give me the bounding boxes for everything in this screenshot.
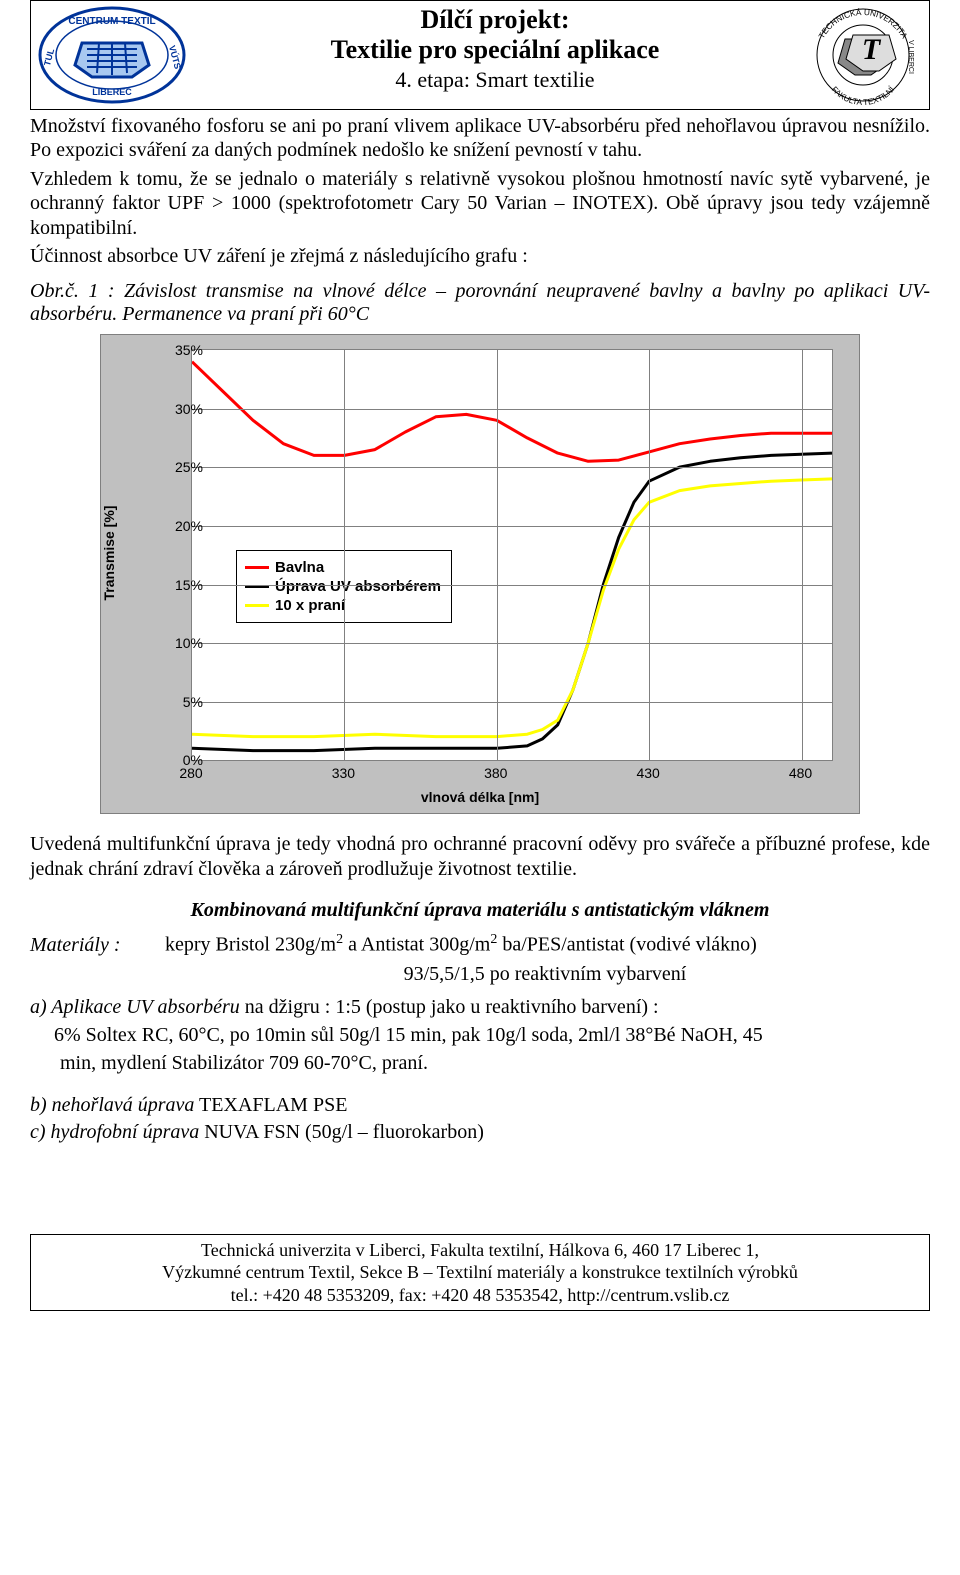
list-item-b: b) nehořlavá úprava TEXAFLAM PSE <box>30 1094 930 1117</box>
ytick-label: 20% <box>163 518 203 534</box>
figure-caption: Obr.č. 1 : Závislost transmise na vlnové… <box>30 280 930 326</box>
gridline-v <box>649 350 650 760</box>
svg-text:VÚTS: VÚTS <box>167 44 184 70</box>
item-a-rest: na džigru : 1:5 (postup jako u reaktivní… <box>240 996 659 1018</box>
gridline-h <box>192 526 832 527</box>
logo-right: TECHNICKÁ UNIVERZITA FAKULTA TEXTILNÍ V … <box>797 1 929 109</box>
xtick-label: 430 <box>636 765 659 781</box>
ytick-label: 10% <box>163 635 203 651</box>
xtick-label: 330 <box>332 765 355 781</box>
gridline-h <box>192 467 832 468</box>
ytick-label: 30% <box>163 401 203 417</box>
item-a-detail-2: min, mydlení Stabilizátor 709 60-70°C, p… <box>30 1051 930 1075</box>
gridline-v <box>497 350 498 760</box>
gridline-h <box>192 643 832 644</box>
paragraph-1: Množství fixovaného fosforu se ani po pr… <box>30 114 930 163</box>
y-axis-label: Transmise [%] <box>101 506 117 601</box>
materials-text-1c: ba/PES/antistat (vodivé vlákno) <box>497 934 756 956</box>
materials-line: Materiály : kepry Bristol 230g/m2 a Anti… <box>30 932 930 957</box>
page-header: CENTRUM TEXTIL TUL VÚTS LIBEREC Dílčí pr… <box>30 0 930 110</box>
page-footer: Technická univerzita v Liberci, Fakulta … <box>30 1234 930 1312</box>
footer-line-3: tel.: +420 48 5353209, fax: +420 48 5353… <box>31 1284 929 1307</box>
gridline-h <box>192 702 832 703</box>
gridline-h <box>192 409 832 410</box>
item-c-rest: NUVA FSN (50g/l – fluorokarbon) <box>199 1121 484 1143</box>
centrum-textil-logo: CENTRUM TEXTIL TUL VÚTS LIBEREC <box>37 5 187 105</box>
paragraph-2: Vzhledem k tomu, že se jednalo o materiá… <box>30 167 930 240</box>
xtick-label: 280 <box>179 765 202 781</box>
series-line <box>192 479 832 737</box>
section-heading: Kombinovaná multifunkční úprava materiál… <box>30 899 930 922</box>
header-title-block: Dílčí projekt: Textilie pro speciální ap… <box>193 1 797 109</box>
gridline-v <box>802 350 803 760</box>
svg-text:LIBEREC: LIBEREC <box>92 87 132 97</box>
materials-text-1a: kepry Bristol 230g/m <box>165 934 336 956</box>
paragraph-3: Účinnost absorbce UV záření je zřejmá z … <box>30 244 930 268</box>
footer-line-2: Výzkumné centrum Textil, Sekce B – Texti… <box>31 1261 929 1284</box>
svg-text:FAKULTA TEXTILNÍ: FAKULTA TEXTILNÍ <box>830 84 897 105</box>
logo-left: CENTRUM TEXTIL TUL VÚTS LIBEREC <box>31 1 193 109</box>
list-item-c: c) hydrofobní úprava NUVA FSN (50g/l – f… <box>30 1121 930 1144</box>
svg-text:TUL: TUL <box>42 47 56 67</box>
xtick-label: 480 <box>789 765 812 781</box>
list-item-a: a) Aplikace UV absorbéru na džigru : 1:5… <box>30 996 930 1019</box>
ytick-label: 15% <box>163 577 203 593</box>
series-line <box>192 453 832 750</box>
header-title-1: Dílčí projekt: <box>193 5 797 35</box>
materials-line-2: 93/5,5/1,5 po reaktivním vybarvení <box>30 963 930 986</box>
tul-logo: TECHNICKÁ UNIVERZITA FAKULTA TEXTILNÍ V … <box>803 5 923 105</box>
item-b-rest: TEXAFLAM PSE <box>194 1094 347 1116</box>
paragraph-4: Uvedená multifunkční úprava je tedy vhod… <box>30 832 930 881</box>
plot-area: Bavlna Úprava UV absorbérem 10 x praní <box>191 349 833 761</box>
header-title-2: Textilie pro speciální aplikace <box>193 35 797 65</box>
item-c-lead: c) hydrofobní úprava <box>30 1121 199 1143</box>
footer-line-1: Technická univerzita v Liberci, Fakulta … <box>31 1239 929 1262</box>
transmission-chart: Bavlna Úprava UV absorbérem 10 x praní T… <box>100 334 860 814</box>
xtick-label: 380 <box>484 765 507 781</box>
ytick-label: 5% <box>163 694 203 710</box>
item-a-lead: a) Aplikace UV absorbéru <box>30 996 240 1018</box>
gridline-h <box>192 585 832 586</box>
item-b-lead: b) nehořlavá úprava <box>30 1094 194 1116</box>
chart-lines <box>192 350 832 760</box>
ytick-label: 25% <box>163 459 203 475</box>
svg-text:V LIBERCI: V LIBERCI <box>907 40 914 74</box>
gridline-v <box>344 350 345 760</box>
materials-text-1b: a Antistat 300g/m <box>343 934 490 956</box>
ytick-label: 35% <box>163 342 203 358</box>
materials-label: Materiály : <box>30 934 160 957</box>
series-line <box>192 362 832 462</box>
header-subtitle: 4. etapa: Smart textilie <box>193 67 797 93</box>
svg-text:T: T <box>862 33 882 66</box>
x-axis-label: vlnová délka [nm] <box>421 789 539 805</box>
svg-text:CENTRUM TEXTIL: CENTRUM TEXTIL <box>68 16 155 27</box>
item-a-detail-1: 6% Soltex RC, 60°C, po 10min sůl 50g/l 1… <box>30 1023 930 1047</box>
